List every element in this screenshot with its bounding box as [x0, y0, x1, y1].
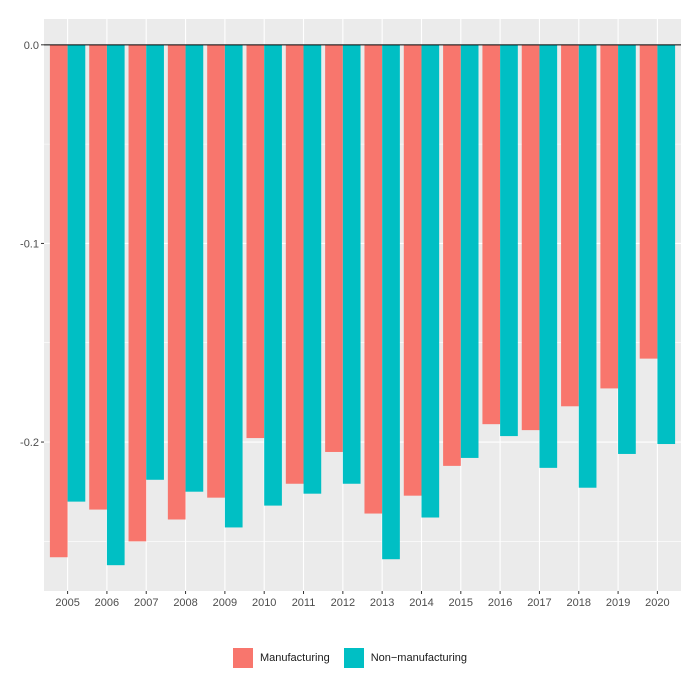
legend-item-manufacturing: Manufacturing — [232, 648, 330, 668]
bar-non-manufacturing — [185, 44, 204, 492]
bar-manufacturing — [49, 44, 68, 558]
bar-manufacturing — [521, 44, 540, 431]
x-tick-label: 2006 — [95, 597, 119, 609]
legend-swatch-manufacturing — [232, 648, 253, 668]
bar-non-manufacturing — [421, 44, 440, 518]
bar-manufacturing — [443, 44, 461, 466]
bar-non-manufacturing — [106, 44, 125, 566]
legend-item-non-manufacturing: Non−manufacturing — [343, 648, 468, 668]
bar-manufacturing — [403, 44, 422, 496]
x-tick-label: 2016 — [488, 597, 512, 609]
bar-manufacturing — [128, 44, 147, 542]
x-tick-label: 2012 — [331, 597, 355, 609]
x-tick-label: 2017 — [527, 597, 551, 609]
bar-non-manufacturing — [460, 44, 479, 458]
legend-swatch-non-manufacturing — [343, 648, 364, 668]
legend: Manufacturing Non−manufacturing — [0, 648, 700, 668]
bar-manufacturing — [167, 44, 186, 520]
bar-manufacturing — [600, 44, 619, 389]
bar-non-manufacturing — [67, 44, 86, 502]
bar-non-manufacturing — [303, 44, 322, 494]
bar-non-manufacturing — [657, 44, 676, 445]
bar-manufacturing — [639, 44, 658, 359]
x-tick-label: 2019 — [606, 597, 630, 609]
x-tick-label: 2008 — [173, 597, 197, 609]
bar-manufacturing — [561, 44, 579, 407]
bar-non-manufacturing — [500, 44, 518, 437]
bar-non-manufacturing — [618, 44, 636, 454]
bar-non-manufacturing — [146, 44, 164, 480]
bar-manufacturing — [207, 44, 225, 498]
bar-non-manufacturing — [264, 44, 282, 506]
x-tick-label: 2009 — [213, 597, 237, 609]
bar-non-manufacturing — [342, 44, 361, 484]
bar-non-manufacturing — [578, 44, 597, 488]
x-tick-label: 2010 — [252, 597, 276, 609]
x-tick-label: 2020 — [645, 597, 669, 609]
x-tick-label: 2014 — [409, 597, 433, 609]
bar-manufacturing — [246, 44, 265, 439]
bar-non-manufacturing — [539, 44, 558, 468]
x-tick-label: 2013 — [370, 597, 394, 609]
y-tick-label: 0.0 — [24, 40, 39, 52]
x-tick-label: 2007 — [134, 597, 158, 609]
bar-manufacturing — [482, 44, 501, 425]
bar-manufacturing — [364, 44, 383, 514]
y-tick-label: -0.1 — [20, 238, 39, 250]
bar-manufacturing — [285, 44, 304, 484]
x-tick-label: 2005 — [55, 597, 79, 609]
x-tick-label: 2011 — [292, 597, 316, 609]
bar-manufacturing — [89, 44, 107, 510]
y-tick-label: -0.2 — [20, 437, 39, 449]
bar-non-manufacturing — [382, 44, 400, 560]
legend-label-non-manufacturing: Non−manufacturing — [370, 652, 468, 664]
x-tick-label: 2018 — [567, 597, 591, 609]
bar-manufacturing — [325, 44, 343, 452]
bar-non-manufacturing — [224, 44, 243, 528]
legend-label-manufacturing: Manufacturing — [259, 652, 330, 664]
x-tick-label: 2015 — [449, 597, 473, 609]
